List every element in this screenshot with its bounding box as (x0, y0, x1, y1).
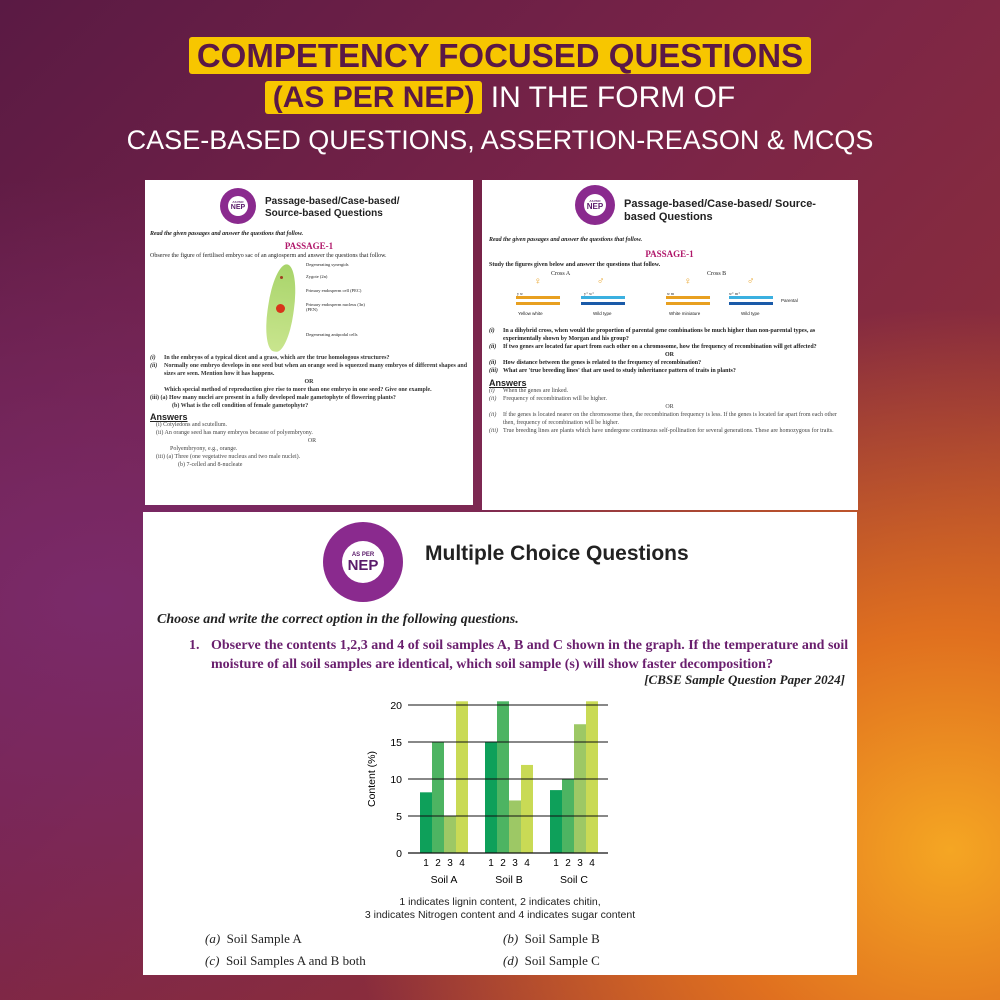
question: (iii) (a) How many nuclei are present in… (150, 395, 396, 401)
embryo-sac-figure: Degenerating synergids Zygote (2n) Prima… (150, 262, 468, 354)
passage-title: PASSAGE-1 (645, 249, 694, 259)
bar (550, 790, 562, 853)
option-d[interactable]: (d) Soil Sample C (503, 953, 600, 968)
chart-caption: 1 indicates lignin content, 2 indicates … (399, 896, 601, 908)
or-label: OR (304, 379, 314, 385)
bar-index-label: 3 (447, 858, 453, 869)
question: (i) In the embryos of a typical dicot and… (150, 355, 390, 361)
answer: (i) When the genes are linked. (489, 388, 569, 394)
nep-badge: AS PER NEP (575, 185, 615, 225)
y-axis-label: Content (%) (366, 751, 378, 807)
answer: (i) Cotyledons and scutellum. (156, 422, 227, 428)
instruction: Read the given passages and answer the q… (489, 237, 643, 243)
y-tick-label: 5 (396, 811, 402, 823)
page-preview-genetics: AS PER NEP Passage-based/Case-based/ Sour… (482, 180, 858, 510)
section-heading: Passage-based/Case-based/ Source-based Q… (265, 196, 400, 219)
section-heading: Passage-based/Case-based/ Source-based Q… (624, 198, 816, 223)
instruction: Choose and write the correct option in t… (157, 612, 519, 627)
nep-badge: AS PER NEP (323, 522, 403, 602)
category-label: Soil B (495, 874, 522, 886)
passage-intro: Study the figures given below and answer… (489, 262, 661, 268)
answer: Polyembryony, e.g., orange. (170, 446, 238, 452)
question: (ii) Normally one embryo develops in one … (150, 363, 468, 377)
answer: (ii) If the genes is located nearer on th… (489, 412, 837, 426)
bar (456, 701, 468, 853)
or-label: OR (665, 404, 674, 410)
cross-figure: Cross A Cross B ♀ ♂ ♀ ♂ y w y⁺ w⁺ w m w⁺… (516, 271, 798, 316)
option-a[interactable]: (a) Soil Sample A (205, 931, 302, 946)
bar-index-label: 4 (524, 858, 530, 869)
answer: (iii) True breeding lines are plants whic… (489, 428, 834, 434)
or-label: OR (665, 352, 674, 358)
bar-index-label: 1 (488, 858, 494, 869)
bar-index-label: 3 (577, 858, 583, 869)
bar-index-label: 2 (565, 858, 571, 869)
bar (432, 742, 444, 853)
instruction: Read the given passages and answer the q… (150, 231, 304, 237)
hero-title: COMPETENCY FOCUSED QUESTIONS (AS PER NEP… (0, 36, 1000, 158)
question-source: [CBSE Sample Question Paper 2024] (644, 672, 845, 687)
bar-index-label: 1 (423, 858, 429, 869)
question-1: 1. Observe the contents 1,2,3 and 4 of so… (189, 638, 849, 672)
bar (497, 701, 509, 853)
answer: (ii) Frequency of recombination will be h… (489, 396, 607, 402)
bar (509, 800, 521, 853)
question: (iii) What are 'true breeding lines' that… (489, 368, 736, 374)
answer: (ii) An orange seed has many embryos bec… (156, 430, 313, 436)
bar-index-label: 2 (500, 858, 506, 869)
bar (444, 816, 456, 853)
hero-line2-highlight: (AS PER NEP) (264, 81, 483, 114)
bar (420, 792, 432, 853)
passage-title: PASSAGE-1 (284, 241, 334, 251)
question: (i) In a dihybrid cross, when would the p… (489, 328, 816, 342)
nep-badge: AS PER NEP (220, 188, 256, 224)
answer: (b) 7-celled and 8-nucleate (178, 462, 243, 468)
bar (521, 764, 533, 853)
bar (586, 701, 598, 853)
answers-heading: Answers (489, 378, 527, 388)
bar-index-label: 4 (589, 858, 595, 869)
category-label: Soil A (431, 874, 458, 886)
bar (485, 742, 497, 853)
question-alt: Which special method of reproduction giv… (164, 387, 432, 393)
bar-index-label: 3 (512, 858, 518, 869)
bar (574, 724, 586, 853)
option-c[interactable]: (c) Soil Samples A and B both (205, 953, 366, 968)
hero-line1: COMPETENCY FOCUSED QUESTIONS (188, 37, 812, 74)
bar-index-label: 1 (553, 858, 559, 869)
category-label: Soil C (560, 874, 588, 886)
question: (b) What is the cell condition of female… (172, 403, 309, 409)
bar-index-label: 2 (435, 858, 441, 869)
hero-line3: CASE-BASED QUESTIONS, ASSERTION-REASON &… (126, 125, 874, 155)
passage-intro: Observe the figure of fertilised embryo … (150, 253, 387, 259)
section-heading: Multiple Choice Questions (425, 542, 689, 565)
page-preview-embryo: AS PER NEP Passage-based/Case-based/ Sour… (145, 180, 473, 505)
answer: (iii) (a) Three (one vegetative nucleus … (156, 454, 301, 460)
y-tick-label: 0 (396, 848, 402, 860)
hero-line2: IN THE FORM OF (482, 81, 736, 114)
chart-caption: 3 indicates Nitrogen content and 4 indic… (364, 909, 636, 921)
page-preview-mcq: AS PER NEP Multiple Choice Questions Choo… (143, 512, 857, 975)
question: (ii) How distance between the genes is re… (489, 360, 702, 366)
bar-index-label: 4 (459, 858, 465, 869)
answers-heading: Answers (150, 412, 188, 422)
option-b[interactable]: (b) Soil Sample B (503, 931, 600, 946)
y-tick-label: 20 (390, 700, 402, 712)
y-tick-label: 10 (390, 774, 402, 786)
or-label: OR (307, 438, 317, 444)
question: (ii) If two genes are located far apart f… (489, 344, 817, 350)
y-tick-label: 15 (390, 737, 402, 749)
